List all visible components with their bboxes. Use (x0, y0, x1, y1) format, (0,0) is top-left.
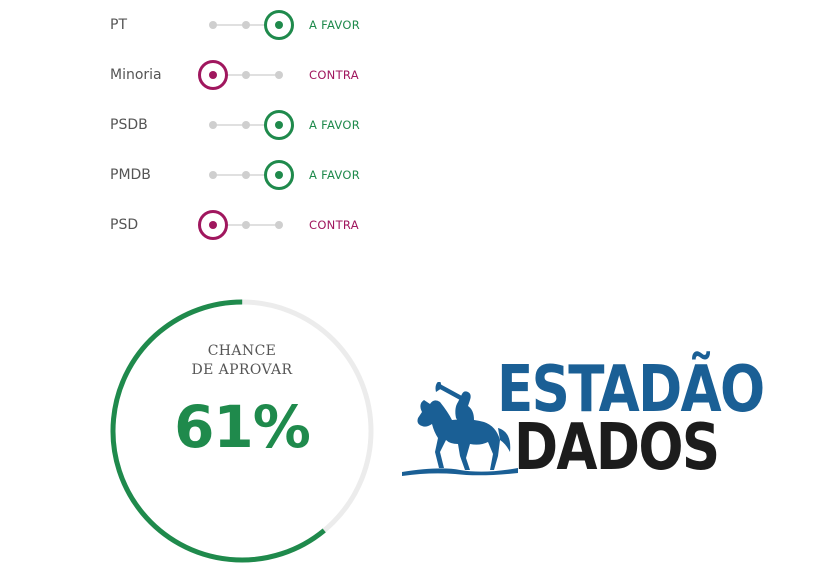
track-dot (242, 221, 250, 229)
party-name: PMDB (110, 167, 151, 183)
vote-track (196, 5, 296, 45)
gauge-caption: CHANCE DE APROVAR (108, 342, 376, 380)
vote-marker-icon (264, 10, 294, 40)
gauge-ring (110, 299, 374, 563)
party-name: PT (110, 17, 127, 33)
vote-label: A FAVOR (309, 18, 361, 32)
party-row-pmdb: PMDB A FAVOR (0, 155, 420, 195)
horseman-trumpet-icon (402, 382, 518, 476)
track-dot (242, 121, 250, 129)
vote-label: A FAVOR (309, 118, 361, 132)
party-row-psdb: PSDB A FAVOR (0, 105, 420, 145)
vote-track (196, 55, 296, 95)
gauge-caption-line1: CHANCE (207, 343, 277, 359)
logo-line1: ESTADÃO (497, 353, 765, 427)
track-dot (209, 171, 217, 179)
vote-marker-icon (198, 60, 228, 90)
vote-track (196, 105, 296, 145)
vote-label: CONTRA (309, 218, 359, 232)
vote-label: CONTRA (309, 68, 359, 82)
vote-marker-icon (264, 160, 294, 190)
track-dot (242, 71, 250, 79)
vote-marker-icon (198, 210, 228, 240)
track-dot (209, 21, 217, 29)
track-dot (209, 121, 217, 129)
vote-track (196, 155, 296, 195)
estadao-dados-logo: ESTADÃO DADOS (400, 354, 770, 484)
party-row-minoria: Minoria CONTRA (0, 55, 420, 95)
vote-track (196, 205, 296, 245)
track-dot (242, 171, 250, 179)
logo-line2: DADOS (514, 411, 720, 485)
gauge-caption-line2: DE APROVAR (191, 362, 293, 378)
approval-gauge: CHANCE DE APROVAR 61% (108, 297, 376, 565)
party-name: PSD (110, 217, 139, 233)
gauge-value: 61% (174, 393, 311, 461)
track-dot (275, 71, 283, 79)
party-name: Minoria (110, 67, 162, 83)
party-name: PSDB (110, 117, 148, 133)
vote-marker-icon (264, 110, 294, 140)
track-dot (242, 21, 250, 29)
party-row-psd: PSD CONTRA (0, 205, 420, 245)
gauge-arc (110, 299, 374, 563)
track-dot (275, 221, 283, 229)
party-row-pt: PT A FAVOR (0, 5, 420, 45)
vote-label: A FAVOR (309, 168, 361, 182)
